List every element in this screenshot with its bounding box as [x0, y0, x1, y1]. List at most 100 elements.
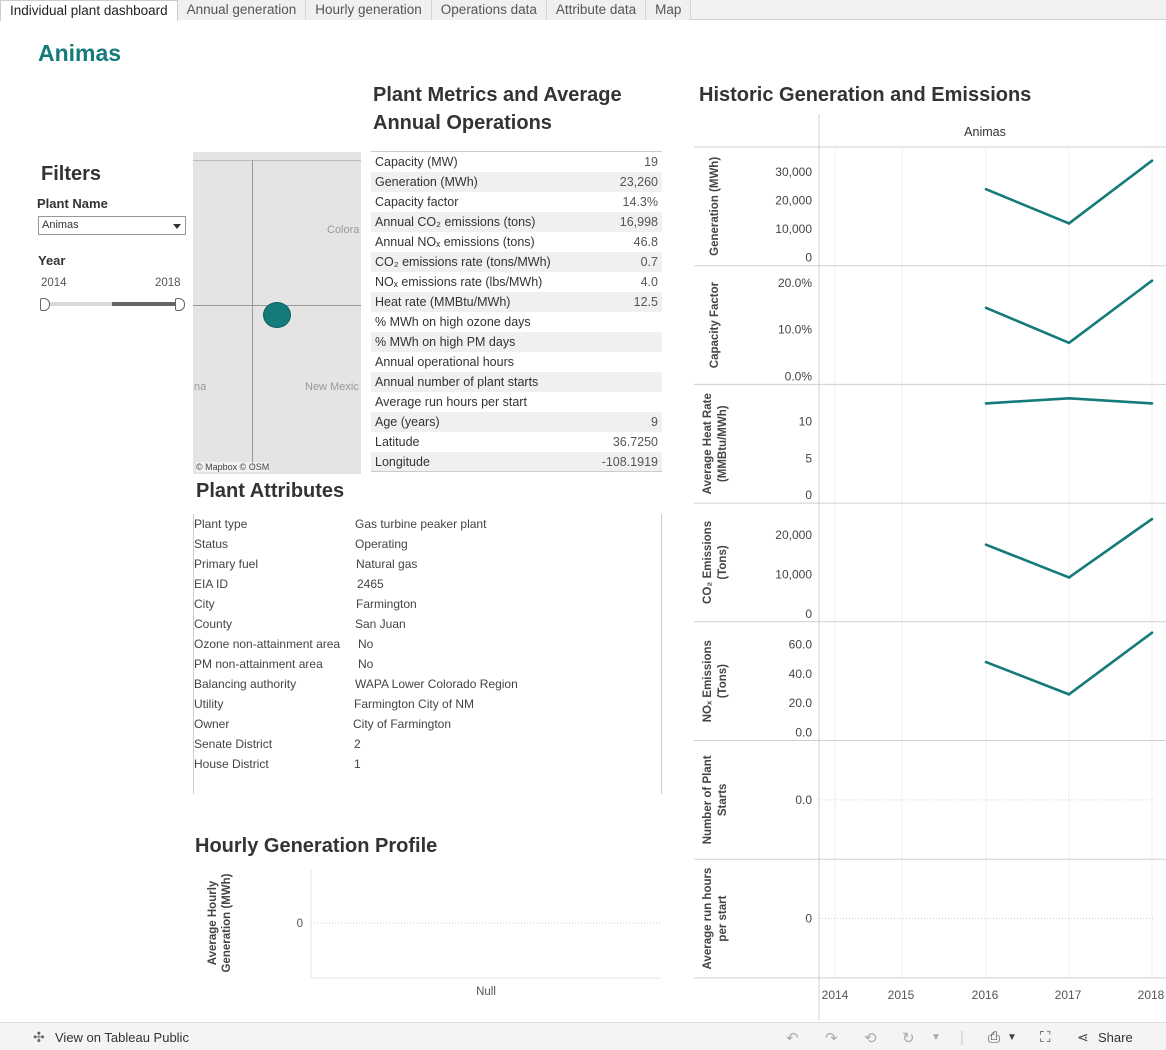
metric-row: Latitude 36.7250: [371, 432, 662, 452]
metric-label: Average run hours per start: [375, 395, 527, 409]
historic-panel-y-title: NOₓ Emissions (Tons): [702, 640, 729, 722]
attribute-value: No: [358, 637, 374, 651]
redo-icon[interactable]: ↷: [825, 1030, 838, 1047]
hourly-y-tick: 0: [297, 918, 303, 930]
metric-value: 16,998: [619, 215, 658, 229]
attribute-row: Status Operating: [194, 534, 661, 554]
historic-data-point[interactable]: [1067, 222, 1071, 225]
attribute-label: PM non-attainment area: [194, 657, 323, 671]
metric-row: Longitude -108.1919: [371, 452, 662, 472]
historic-x-tick-label: 2016: [972, 988, 999, 1002]
historic-data-point[interactable]: [984, 187, 988, 191]
filters-title: Filters: [41, 163, 102, 185]
year-max-label: 2018: [155, 277, 181, 289]
historic-data-point[interactable]: [1067, 396, 1071, 400]
tab-annual-generation[interactable]: Annual generation: [177, 0, 307, 20]
metric-value: 19: [644, 155, 658, 169]
historic-data-point[interactable]: [984, 306, 988, 310]
year-slider-max-handle[interactable]: [175, 298, 185, 311]
historic-x-tick-label: 2018: [1138, 988, 1165, 1002]
metric-label: Capacity factor: [375, 195, 459, 209]
metric-row: Generation (MWh) 23,260: [371, 172, 662, 192]
year-slider-min-handle[interactable]: [40, 298, 50, 311]
historic-y-tick-label: 5: [805, 451, 812, 465]
tab-map[interactable]: Map: [646, 0, 692, 20]
historic-y-tick-label: 10,000: [775, 567, 812, 581]
attribute-label: Senate District: [194, 737, 273, 751]
historic-chart[interactable]: Animas Generation (MWh) 0 10,000 20,000 30,00…: [694, 114, 1166, 1020]
fullscreen-icon[interactable]: ⛶: [1040, 1029, 1051, 1046]
revert-icon[interactable]: ⟲: [864, 1030, 877, 1047]
historic-panel-y-title: Average run hours per start: [702, 868, 729, 970]
undo-icon[interactable]: ↶: [786, 1030, 799, 1047]
metric-row: Annual NOₓ emissions (tons) 46.8: [371, 232, 662, 252]
metric-value: 0.7: [640, 255, 658, 269]
map-border-line: [193, 160, 361, 161]
map-state-border-vertical: [252, 160, 253, 470]
attribute-value: Farmington: [356, 597, 417, 611]
metrics-title-line2: Annual Operations: [373, 112, 552, 134]
metric-value: 36.7250: [612, 435, 658, 449]
historic-data-point[interactable]: [1067, 341, 1071, 345]
historic-y-tick-label: 0.0: [795, 726, 812, 740]
historic-data-point[interactable]: [1150, 402, 1154, 405]
metric-value: 9: [651, 415, 658, 429]
historic-y-tick-label: 10: [799, 415, 813, 429]
plant-location-map[interactable]: Colora New Mexic na © Mapbox © OSM: [193, 152, 361, 474]
map-credit[interactable]: © Mapbox © OSM: [196, 462, 270, 472]
tab-attribute-data[interactable]: Attribute data: [546, 0, 647, 20]
download-icon[interactable]: ⎙: [988, 1029, 1001, 1046]
metric-label: Annual NOₓ emissions (tons): [375, 235, 535, 249]
view-on-tableau-public-link[interactable]: View on Tableau Public: [55, 1030, 189, 1045]
metrics-title-line1: Plant Metrics and Average: [373, 84, 622, 106]
historic-panel-y-title-line: (MMBtu/MWh): [717, 405, 729, 482]
tab-hourly-generation[interactable]: Hourly generation: [306, 0, 432, 20]
historic-data-point[interactable]: [1067, 576, 1071, 579]
historic-data-point[interactable]: [1150, 631, 1154, 635]
plant-location-marker[interactable]: [263, 302, 291, 328]
historic-panel-y-title-line: CO₂ Emissions: [702, 521, 714, 604]
historic-panel-y-title: Average Heat Rate (MMBtu/MWh): [702, 393, 729, 494]
tab-operations-data[interactable]: Operations data: [431, 0, 547, 20]
metric-row: Annual operational hours: [371, 352, 662, 372]
historic-data-point[interactable]: [1150, 159, 1154, 163]
historic-data-point[interactable]: [984, 402, 988, 405]
tab-individual-plant-dashboard[interactable]: Individual plant dashboard: [0, 0, 178, 21]
historic-y-tick-label: 20.0%: [778, 276, 812, 290]
historic-y-tick-label: 0.0: [795, 793, 812, 807]
historic-panel-y-title-line: Number of Plant: [702, 755, 714, 844]
historic-panel-y-title: Generation (MWh): [709, 157, 721, 256]
map-label-arizona: na: [194, 381, 207, 393]
hourly-title: Hourly Generation Profile: [195, 835, 438, 857]
share-icon[interactable]: ⋖: [1077, 1029, 1089, 1045]
attribute-label: County: [194, 617, 233, 631]
historic-y-tick-label: 20,000: [775, 194, 812, 208]
historic-data-point[interactable]: [1150, 279, 1154, 283]
toolbar-divider: |: [960, 1029, 964, 1046]
metric-label: CO₂ emissions rate (tons/MWh): [375, 255, 551, 269]
attribute-row: City Farmington: [194, 594, 661, 614]
attribute-value: No: [358, 657, 374, 671]
historic-data-point[interactable]: [1150, 517, 1154, 521]
metric-row: Heat rate (MMBtu/MWh) 12.5: [371, 292, 662, 312]
share-button[interactable]: Share: [1098, 1030, 1133, 1045]
historic-data-point[interactable]: [984, 543, 988, 546]
metrics-bottom-border: [371, 471, 662, 472]
metric-label: Heat rate (MMBtu/MWh): [375, 295, 511, 309]
attribute-row: Plant type Gas turbine peaker plant: [194, 514, 661, 534]
refresh-icon[interactable]: ↻: [902, 1030, 915, 1047]
plant-name-value: Animas: [42, 219, 79, 231]
metric-row: % MWh on high PM days: [371, 332, 662, 352]
hourly-chart[interactable]: 0 Null: [240, 860, 665, 1005]
historic-data-point[interactable]: [984, 660, 988, 664]
historic-panel-y-title: CO₂ Emissions (Tons): [702, 521, 729, 604]
attribute-label: EIA ID: [194, 577, 229, 591]
pause-dropdown-icon[interactable]: ▼: [931, 1032, 941, 1043]
historic-panel-y-title-line: Average Heat Rate: [702, 393, 714, 494]
attribute-label: Plant type: [194, 517, 248, 531]
download-dropdown-icon[interactable]: ▼: [1007, 1032, 1017, 1043]
plant-name-select[interactable]: Animas: [38, 216, 186, 235]
historic-y-tick-label: 20,000: [775, 528, 812, 542]
historic-data-point[interactable]: [1067, 693, 1071, 696]
attribute-row: Owner City of Farmington: [194, 714, 661, 734]
